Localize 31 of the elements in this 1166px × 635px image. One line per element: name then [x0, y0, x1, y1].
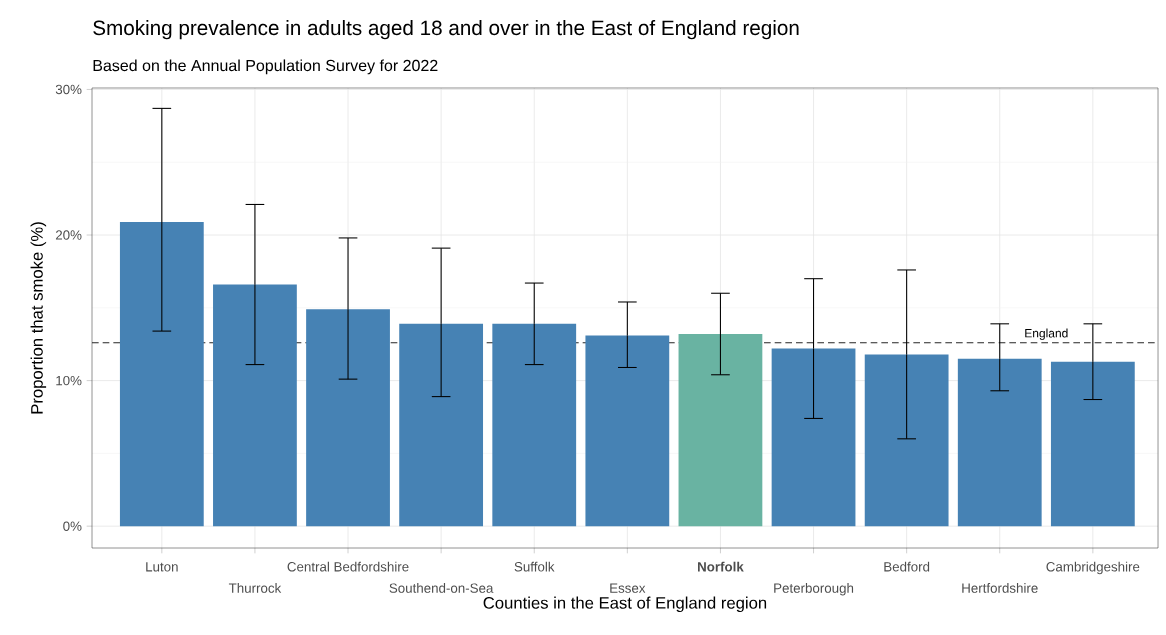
bar — [1050, 361, 1135, 527]
bar — [864, 354, 949, 527]
x-tick-label: Cambridgeshire — [1046, 561, 1140, 575]
y-tick-label: 10% — [56, 375, 82, 386]
ref-line-label: England — [1025, 328, 1068, 340]
x-tick-label: Essex — [610, 583, 646, 593]
y-tick-label: 20% — [55, 230, 82, 240]
bar — [492, 323, 577, 527]
x-axis-title: Counties in the East of England region — [483, 596, 767, 613]
x-tick-label: Luton — [146, 562, 178, 572]
bar — [213, 284, 297, 527]
y-tick-label: 30% — [55, 84, 82, 95]
bar — [678, 334, 763, 527]
x-tick-label: Norfolk — [698, 561, 744, 572]
bar — [119, 221, 204, 527]
x-tick-label: Hertfordshire — [962, 583, 1038, 593]
chart-subtitle: Based on the Annual Population Survey for 2022 — [93, 59, 438, 75]
x-tick-label: Thurrock — [228, 583, 282, 593]
bar — [585, 335, 670, 527]
x-tick-label: Central Bedfordshire — [287, 561, 409, 572]
bar — [306, 309, 390, 527]
chart-title: Smoking prevalence in adults aged 18 and over in the East of England region — [93, 20, 799, 40]
bar — [771, 348, 856, 527]
bar — [399, 323, 484, 527]
x-tick-label: Southend-on-Sea — [389, 583, 494, 593]
x-tick-label: Peterborough — [774, 583, 854, 596]
x-tick-label: Bedford — [884, 561, 930, 572]
y-axis-title: Proportion that smoke (%) — [30, 222, 47, 414]
bar — [957, 358, 1042, 527]
y-tick-label: 0% — [63, 521, 82, 531]
x-tick-label: Suffolk — [514, 561, 555, 572]
